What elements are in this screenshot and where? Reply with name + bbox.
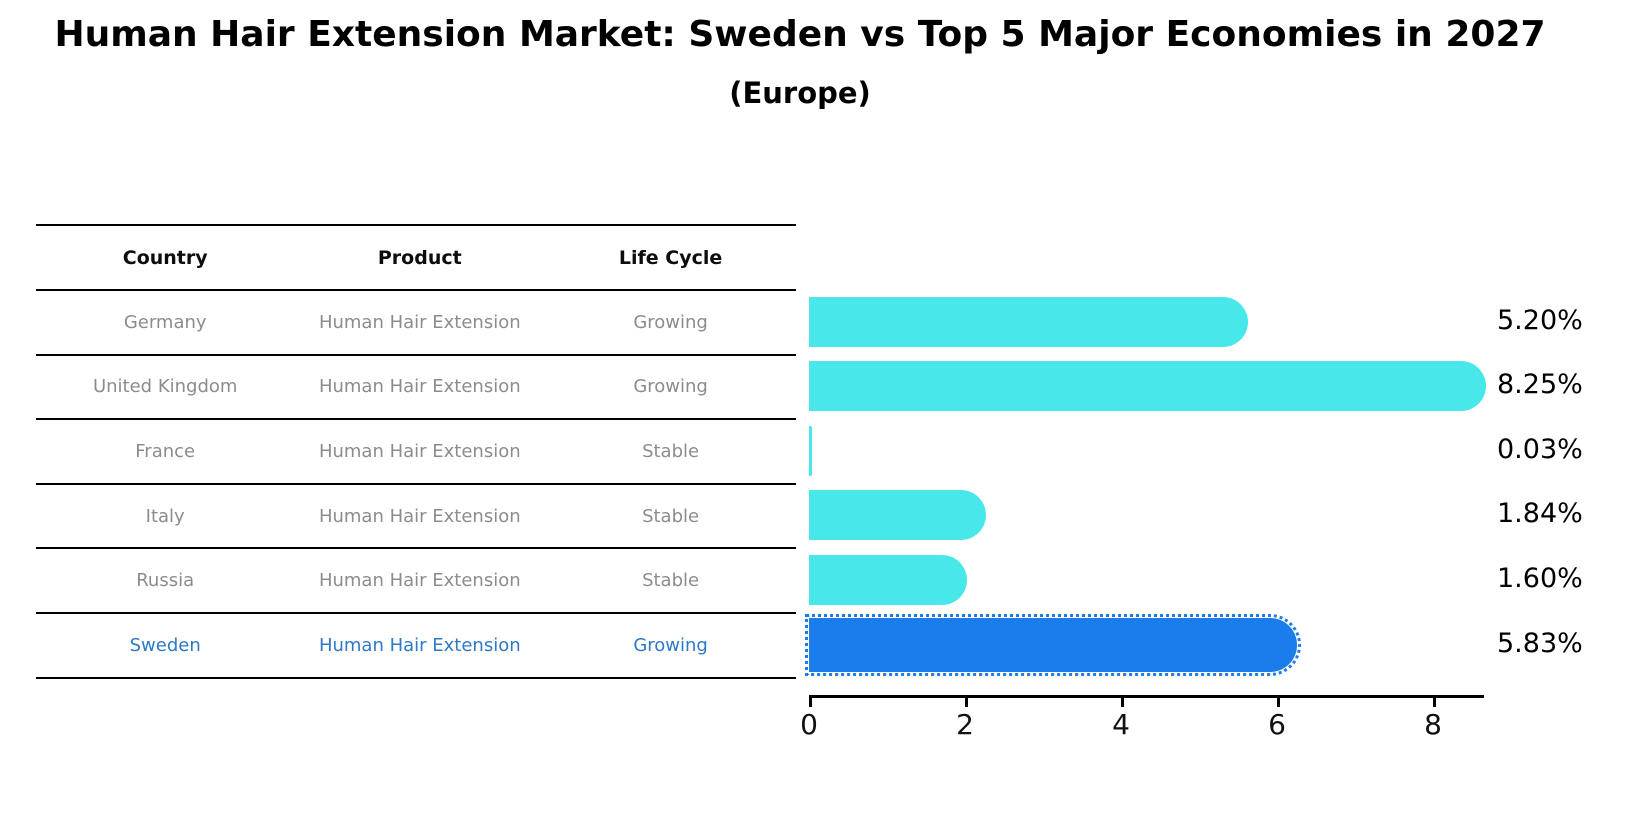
x-axis-tick-label: 2 <box>956 708 974 741</box>
chart-title: Human Hair Extension Market: Sweden vs T… <box>54 14 1546 55</box>
table-cell-life-cycle: Stable <box>642 440 700 462</box>
table-row: France Human Hair Extension Stable <box>36 418 796 483</box>
table-row: Russia Human Hair Extension Stable <box>36 547 796 612</box>
x-axis-tick <box>809 695 812 707</box>
column-header: Product <box>377 246 462 269</box>
table-cell-life-cycle: Stable <box>642 570 700 592</box>
table-cell-product: Human Hair Extension <box>318 634 521 656</box>
bar-value-label: 1.84% <box>1497 498 1583 530</box>
bar-value-label: 5.20% <box>1497 304 1583 336</box>
table-cell-product: Human Hair Extension <box>318 376 521 398</box>
table-row: Sweden Human Hair Extension Growing <box>36 611 796 677</box>
column-header: Life Cycle <box>618 246 723 269</box>
table-cell-life-cycle: Growing <box>633 634 708 656</box>
bar-germany <box>809 296 1248 347</box>
table-cell-life-cycle: Growing <box>633 376 708 398</box>
table-cell-country: Germany <box>123 311 207 333</box>
bar-united-kingdom <box>809 361 1486 412</box>
bar-value-label: 8.25% <box>1497 369 1583 401</box>
bar-value-label: 5.83% <box>1497 627 1583 659</box>
x-axis-tick <box>1277 695 1280 707</box>
table-cell-product: Human Hair Extension <box>318 311 521 333</box>
x-axis-tick-label: 6 <box>1268 708 1286 741</box>
bar-italy <box>809 490 986 541</box>
table-cell-life-cycle: Growing <box>633 311 708 333</box>
bar-france <box>809 425 812 476</box>
table-row: United Kingdom Human Hair Extension Growin… <box>36 353 796 419</box>
table-cell-country: France <box>135 440 196 462</box>
table-cell-country: United Kingdom <box>92 376 238 398</box>
table-cell-country: Italy <box>145 505 185 527</box>
x-axis-tick-label: 4 <box>1112 708 1130 741</box>
x-axis-tick <box>1121 695 1124 707</box>
table-row: Germany Human Hair Extension Growing <box>36 289 796 354</box>
table-cell-life-cycle: Stable <box>642 505 700 527</box>
x-axis-line <box>809 695 1484 698</box>
table-cell-country: Sweden <box>129 634 201 656</box>
bar-value-label: 1.60% <box>1497 562 1583 594</box>
table-row: Italy Human Hair Extension Stable <box>36 482 796 548</box>
bar-value-label: 0.03% <box>1497 433 1583 465</box>
x-axis-tick <box>965 695 968 707</box>
bar-russia <box>809 554 967 605</box>
table-cell-product: Human Hair Extension <box>318 570 521 592</box>
country-table: Country Product Life Cycle Germany Human Hai… <box>36 224 796 679</box>
table-cell-product: Human Hair Extension <box>318 505 521 527</box>
table-cell-product: Human Hair Extension <box>318 440 521 462</box>
x-axis-tick-label: 8 <box>1424 708 1442 741</box>
bar-sweden <box>805 613 1301 676</box>
x-axis-tick-label: 0 <box>800 708 818 741</box>
x-axis-tick <box>1433 695 1436 707</box>
table-cell-country: Russia <box>136 570 195 592</box>
column-header: Country <box>122 246 208 269</box>
table-header-row: Country Product Life Cycle <box>36 224 796 289</box>
chart-subtitle: (Europe) <box>729 76 871 110</box>
